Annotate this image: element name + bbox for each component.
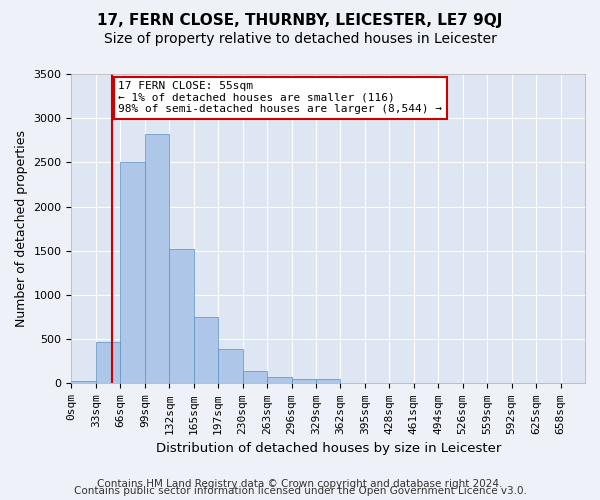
Bar <box>145 134 169 384</box>
Bar <box>218 349 242 384</box>
Bar <box>96 342 121 384</box>
Text: Contains public sector information licensed under the Open Government Licence v3: Contains public sector information licen… <box>74 486 526 496</box>
Text: Size of property relative to detached houses in Leicester: Size of property relative to detached ho… <box>104 32 496 46</box>
X-axis label: Distribution of detached houses by size in Leicester: Distribution of detached houses by size … <box>155 442 501 455</box>
Y-axis label: Number of detached properties: Number of detached properties <box>15 130 28 327</box>
Bar <box>194 317 218 384</box>
Text: Contains HM Land Registry data © Crown copyright and database right 2024.: Contains HM Land Registry data © Crown c… <box>97 479 503 489</box>
Text: 17, FERN CLOSE, THURNBY, LEICESTER, LE7 9QJ: 17, FERN CLOSE, THURNBY, LEICESTER, LE7 … <box>97 12 503 28</box>
Bar <box>121 162 145 384</box>
Bar <box>242 371 267 384</box>
Bar <box>316 378 340 384</box>
Text: 17 FERN CLOSE: 55sqm
← 1% of detached houses are smaller (116)
98% of semi-detac: 17 FERN CLOSE: 55sqm ← 1% of detached ho… <box>118 81 442 114</box>
Bar <box>169 249 194 384</box>
Bar <box>292 379 316 384</box>
Bar <box>71 381 96 384</box>
Bar <box>267 377 292 384</box>
